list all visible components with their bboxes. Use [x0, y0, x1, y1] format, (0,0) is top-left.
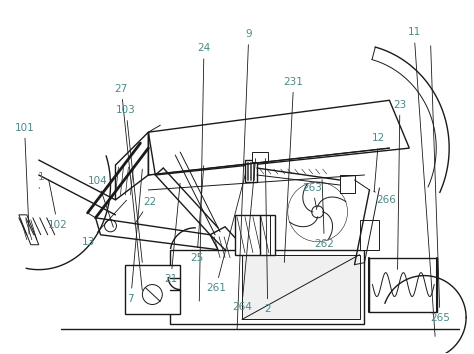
- Text: 11: 11: [408, 27, 435, 336]
- Text: 103: 103: [116, 105, 142, 262]
- Bar: [339, 175, 355, 193]
- Text: 266: 266: [374, 191, 396, 205]
- Text: 7: 7: [128, 169, 142, 304]
- Text: 262: 262: [314, 180, 334, 249]
- Polygon shape: [96, 218, 218, 250]
- Bar: [359, 220, 380, 250]
- Polygon shape: [19, 215, 39, 245]
- Text: 13: 13: [82, 200, 127, 247]
- Bar: [369, 258, 437, 313]
- Polygon shape: [210, 227, 248, 260]
- Polygon shape: [116, 132, 148, 200]
- Bar: [170, 250, 365, 324]
- Polygon shape: [148, 100, 410, 175]
- Bar: [242, 255, 359, 319]
- Text: 24: 24: [197, 43, 210, 301]
- Text: 12: 12: [372, 133, 385, 192]
- Text: 261: 261: [206, 173, 246, 293]
- Bar: [245, 160, 257, 182]
- Text: 27: 27: [115, 84, 142, 291]
- Text: 23: 23: [393, 100, 407, 269]
- Text: 263: 263: [302, 183, 322, 210]
- Text: 231: 231: [284, 77, 303, 262]
- Text: 1: 1: [38, 172, 45, 188]
- Bar: [252, 152, 268, 162]
- Bar: [126, 265, 180, 314]
- Text: 2: 2: [264, 159, 271, 314]
- Text: 102: 102: [48, 180, 67, 230]
- Text: 265: 265: [430, 46, 450, 323]
- Text: 101: 101: [15, 122, 35, 234]
- Text: 21: 21: [164, 183, 180, 284]
- Text: 22: 22: [135, 197, 156, 224]
- Text: 264: 264: [232, 159, 255, 313]
- Bar: [235, 215, 275, 255]
- Text: 9: 9: [237, 29, 252, 329]
- Text: 104: 104: [88, 176, 113, 227]
- Text: 25: 25: [190, 166, 204, 263]
